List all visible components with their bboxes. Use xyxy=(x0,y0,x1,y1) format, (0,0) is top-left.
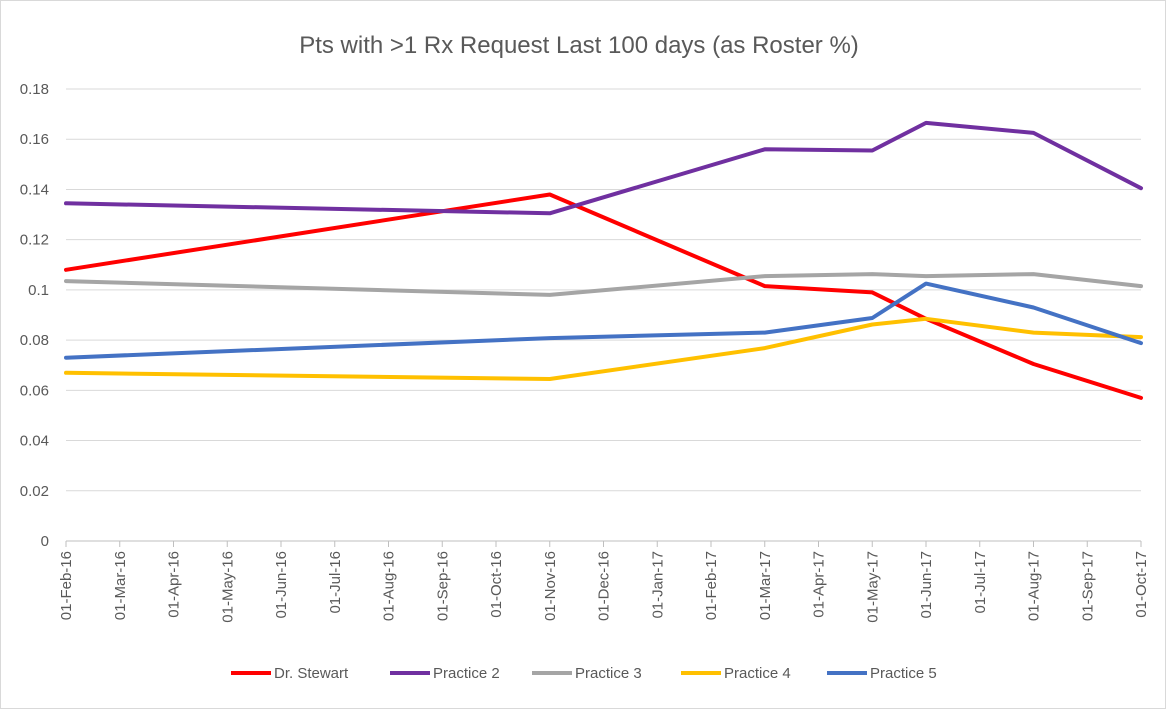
x-tick-label: 01-May-16 xyxy=(219,551,236,623)
x-tick-label: 01-Dec-16 xyxy=(596,551,613,621)
x-tick-label: 01-Apr-16 xyxy=(166,551,183,618)
x-tick-label: 01-Nov-16 xyxy=(542,551,559,621)
legend-label: Practice 5 xyxy=(870,665,937,682)
y-tick-label: 0 xyxy=(41,533,49,550)
x-tick-label: 01-Jan-17 xyxy=(649,551,666,619)
series-line-5 xyxy=(64,281,1143,360)
series-lines xyxy=(64,120,1143,400)
legend-label: Practice 2 xyxy=(433,665,500,682)
y-tick-label: 0.12 xyxy=(20,232,49,249)
legend-label: Practice 4 xyxy=(724,665,791,682)
y-tick-label: 0.16 xyxy=(20,131,49,148)
chart-title: Pts with >1 Rx Request Last 100 days (as… xyxy=(299,32,859,59)
y-tick-label: 0.02 xyxy=(20,483,49,500)
legend-label: Practice 3 xyxy=(575,665,642,682)
x-tick-label: 01-Jun-17 xyxy=(918,551,935,619)
legend: Dr. Stewart Practice 2 Practice 3 Practice … xyxy=(231,665,937,682)
x-tick-label: 01-Aug-17 xyxy=(1026,551,1043,621)
x-tick-label: 01-May-17 xyxy=(864,551,881,623)
y-tick-label: 0.18 xyxy=(20,81,49,98)
y-tick-label: 0.1 xyxy=(28,282,49,299)
x-tick-label: 01-Sep-16 xyxy=(434,551,451,621)
series-line-2 xyxy=(64,120,1143,216)
y-tick-label: 0.04 xyxy=(20,433,49,450)
x-tick-label: 01-Jul-17 xyxy=(972,551,989,614)
x-tick-label: 01-Jul-16 xyxy=(327,551,344,614)
y-tick-label: 0.06 xyxy=(20,382,49,399)
y-tick-label: 0.14 xyxy=(20,181,49,198)
series-line-3 xyxy=(64,272,1143,297)
y-axis-ticks: 0 0.02 0.04 0.06 0.08 0.1 0.12 0.14 0.16 0.18 xyxy=(20,81,49,550)
x-tick-label: 01-Oct-17 xyxy=(1133,551,1150,618)
x-tick-label: 01-Apr-17 xyxy=(811,551,828,618)
x-tick-label: 01-Oct-16 xyxy=(488,551,505,618)
y-tick-label: 0.08 xyxy=(20,332,49,349)
x-tick-label: 01-Feb-17 xyxy=(703,551,720,620)
x-axis xyxy=(65,540,1142,547)
x-axis-ticks: 01-Feb-16 01-Mar-16 01-Apr-16 01-May-16 01-J… xyxy=(58,551,1150,623)
legend-label: Dr. Stewart xyxy=(274,665,349,682)
series-line-4 xyxy=(64,316,1143,381)
x-tick-label: 01-Sep-17 xyxy=(1079,551,1096,621)
x-tick-label: 01-Feb-16 xyxy=(58,551,75,620)
x-tick-label: 01-Mar-17 xyxy=(757,551,774,620)
x-tick-label: 01-Jun-16 xyxy=(273,551,290,619)
series-line-1 xyxy=(64,192,1143,400)
x-tick-label: 01-Mar-16 xyxy=(112,551,129,620)
x-tick-label: 01-Aug-16 xyxy=(381,551,398,621)
